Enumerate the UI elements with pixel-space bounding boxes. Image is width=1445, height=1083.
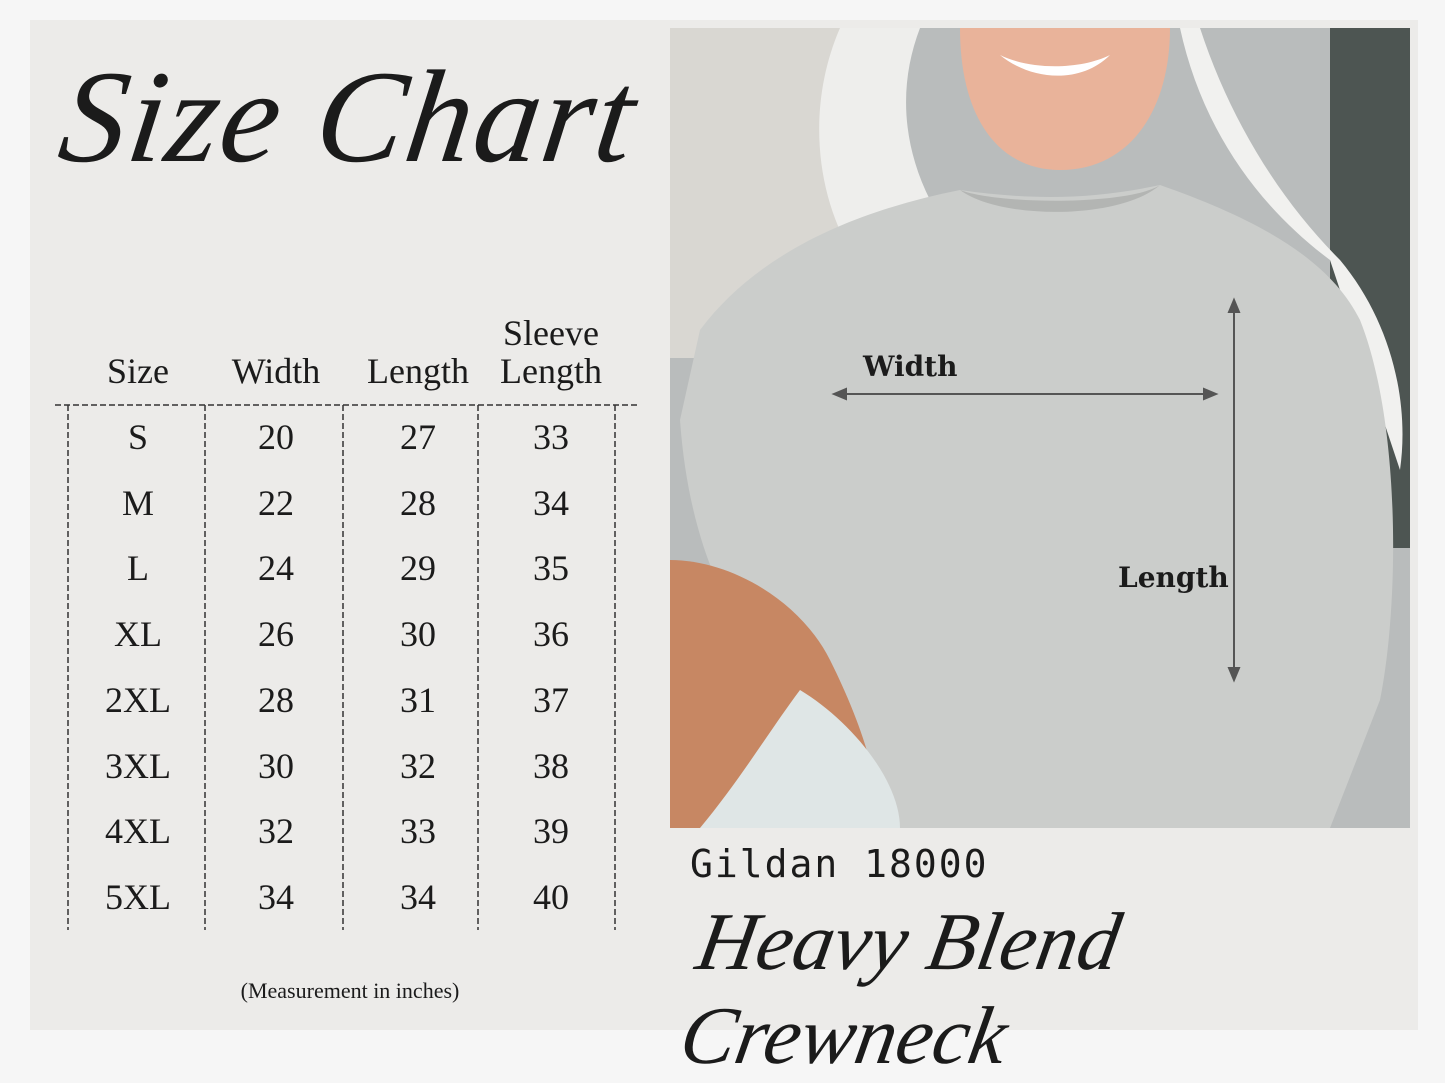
table-cell: 29: [400, 548, 436, 589]
measurement-note: (Measurement in inches): [240, 978, 460, 1003]
table-cell: 38: [533, 745, 569, 786]
table-cell: XL: [114, 614, 162, 655]
column-header: Length: [367, 351, 469, 391]
table-cell: S: [127, 417, 149, 457]
table-cell: 24: [258, 548, 294, 589]
table-cell: 34: [400, 876, 436, 917]
table-cell: 36: [533, 614, 569, 655]
table-cell: 32: [400, 745, 436, 786]
table-cell: 27: [400, 417, 436, 457]
product-photo: [670, 28, 1410, 828]
table-cell: 20: [258, 417, 294, 457]
table-cell: 39: [533, 811, 569, 852]
measure-arrows: [831, 297, 1241, 683]
product-model: Gildan 18000: [690, 842, 989, 886]
table-cell: 22: [258, 482, 294, 523]
width-label: Width: [863, 350, 958, 383]
table-cell: 26: [258, 614, 294, 655]
table-cell: L: [127, 548, 149, 589]
product-name: Heavy Blend Crewneck: [673, 896, 1128, 1081]
table-cell: 2XL: [105, 679, 171, 720]
table-cell: 28: [258, 679, 294, 720]
table-cell: 31: [400, 679, 436, 720]
table-rules: [55, 404, 637, 930]
table-cell: 30: [400, 614, 436, 655]
table-cell: 4XL: [105, 811, 171, 852]
column-header: Sleeve Length: [500, 313, 602, 391]
column-header: Width: [231, 351, 321, 391]
table-cell: 35: [533, 548, 569, 589]
decor: [55, 28, 1410, 930]
table-cell: 37: [533, 679, 569, 720]
page: {"title": "Size Chart", "table": {"heade…: [30, 20, 1418, 1081]
table-cell: 33: [533, 417, 569, 457]
table-cell: 30: [258, 745, 294, 786]
table-cell: 33: [400, 811, 436, 852]
table-cell: M: [121, 482, 154, 523]
length-label: Length: [1118, 561, 1229, 594]
table-cell: 40: [533, 876, 569, 917]
column-header: Size: [107, 351, 169, 391]
table-cell: 3XL: [105, 745, 171, 786]
table-cell: 28: [400, 482, 436, 523]
title: Size Chart: [51, 43, 647, 190]
table-cell: 5XL: [105, 876, 171, 917]
table-cell: 34: [258, 876, 294, 917]
table-cell: 32: [258, 811, 294, 852]
table-cell: 34: [533, 482, 569, 523]
